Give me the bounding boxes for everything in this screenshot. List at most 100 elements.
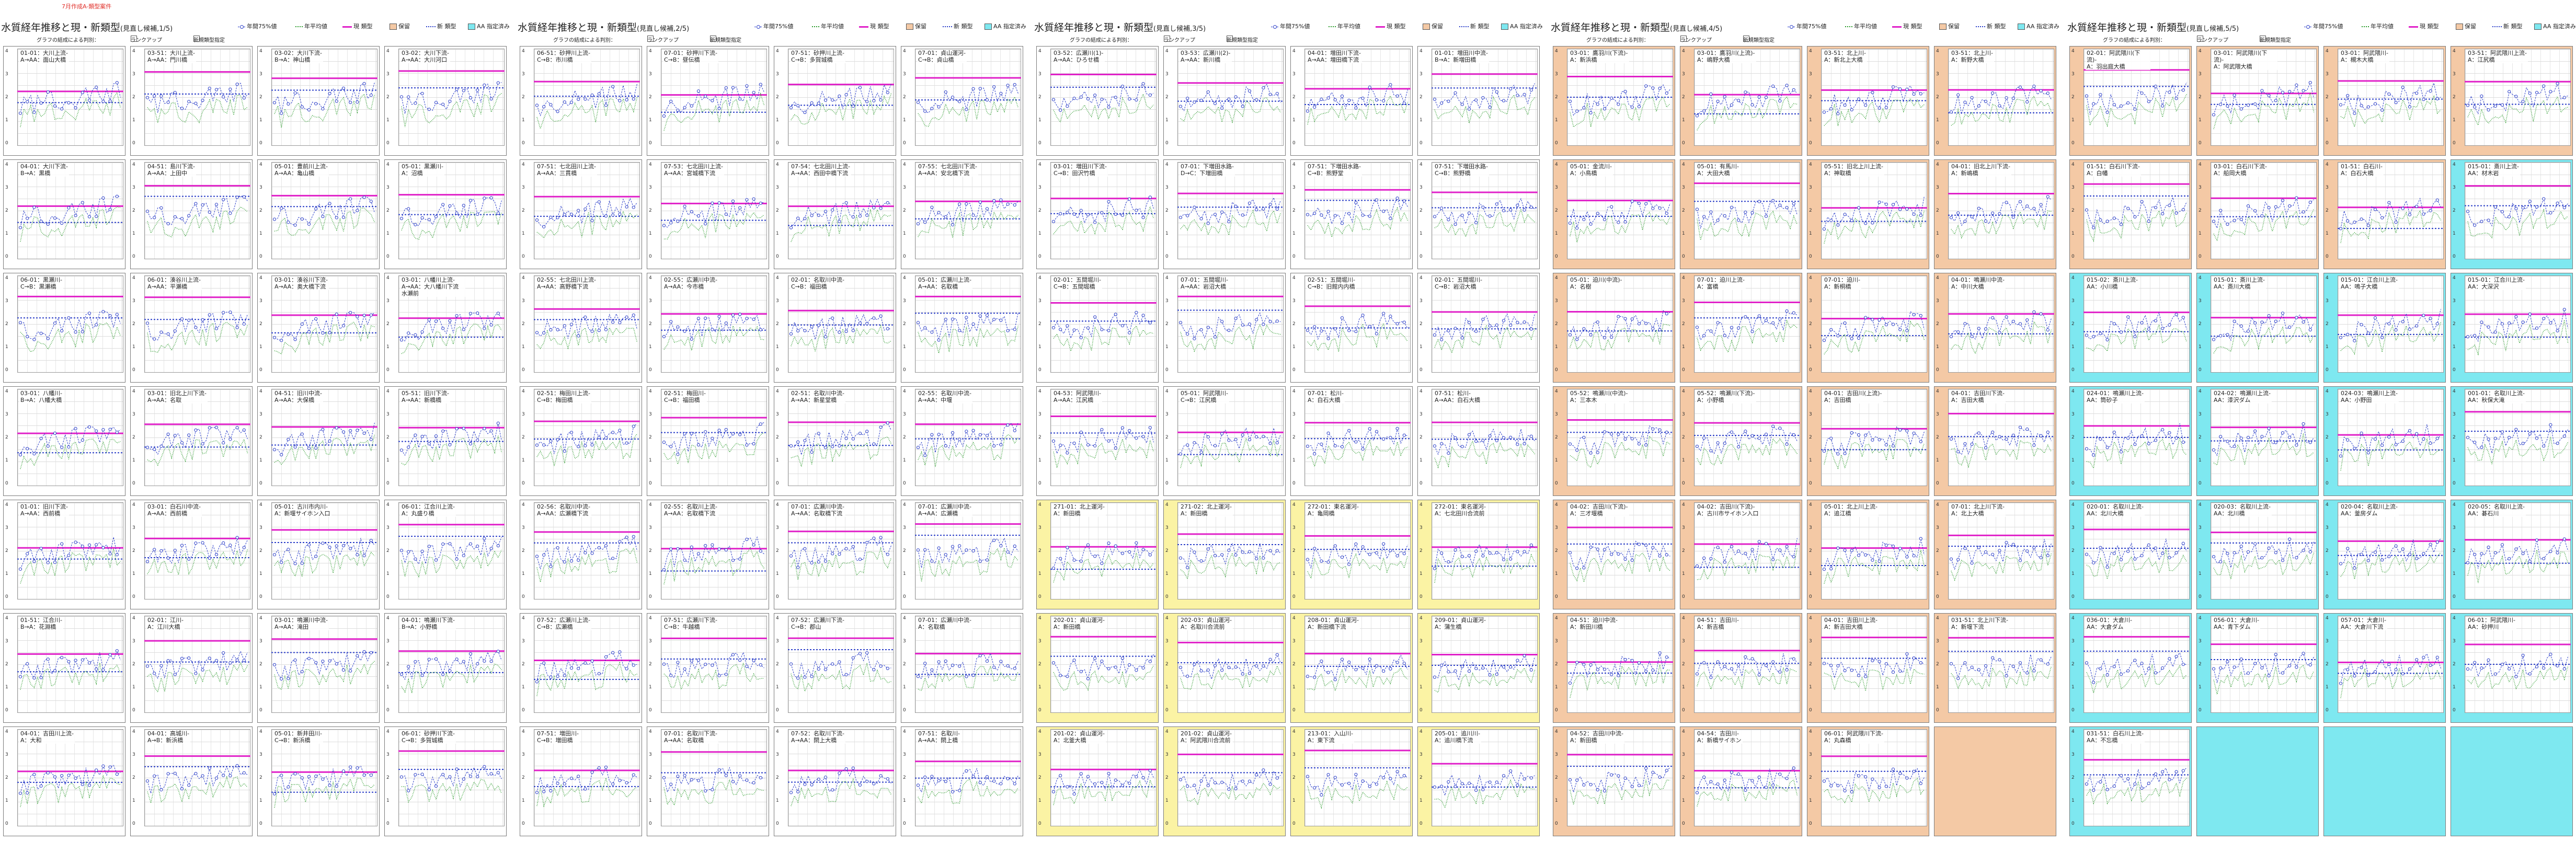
- avg-series-line: [20, 91, 121, 128]
- p75-point: [1495, 780, 1498, 784]
- y-tick-label: 3: [2071, 72, 2075, 77]
- line-series-plot: [398, 750, 505, 804]
- p75-point: [194, 541, 198, 545]
- p75-point: [1891, 767, 1895, 771]
- avg-series-line: [2340, 438, 2441, 471]
- p75-point: [1128, 781, 1131, 785]
- p75-point: [717, 315, 721, 318]
- y-tick-label: 3: [2453, 298, 2456, 304]
- p75-series-line: [1570, 767, 1670, 793]
- toolbar-t3[interactable]: 新規類型指定: [1227, 36, 1258, 43]
- checkbox-icon[interactable]: [1680, 36, 1687, 42]
- p75-point: [1382, 776, 1386, 780]
- p75-point: [1013, 666, 1016, 670]
- p75-point: [1227, 220, 1231, 224]
- p75-point: [2025, 318, 2029, 322]
- panel-label: 07-51：松川- A→AA：白石大橋: [1434, 390, 1482, 403]
- p75-point: [1186, 785, 1189, 788]
- p75-point: [1617, 552, 1620, 556]
- legend-label-cur: 現 類型: [353, 23, 373, 30]
- toolbar-t2[interactable]: ランクアップ: [647, 36, 679, 43]
- y-tick-label: 1: [1165, 458, 1169, 463]
- p75-point: [872, 316, 876, 320]
- p75-point: [1206, 547, 1210, 551]
- y-tick-label: 4: [649, 729, 652, 734]
- p75-point: [2281, 199, 2285, 202]
- p75-series-line: [1824, 311, 1925, 341]
- p75-point: [2246, 204, 2250, 208]
- checkbox-icon[interactable]: [710, 36, 716, 42]
- y-tick-label: 4: [2326, 162, 2329, 167]
- plot-area: [534, 389, 640, 486]
- p75-point: [577, 558, 580, 562]
- chart-panel: 4 3 2 1 0 03-51：北上川- A：新野大橋: [1934, 46, 2056, 156]
- toolbar-t2[interactable]: ランクアップ: [2197, 36, 2228, 43]
- legend-item-avg: 年平均値: [812, 22, 844, 30]
- toolbar-t3[interactable]: 新規類型指定: [710, 36, 741, 43]
- y-tick-label: 1: [776, 685, 779, 690]
- p75-point: [1213, 335, 1217, 339]
- y-tick-label: 4: [1809, 162, 1812, 167]
- p75-point: [1919, 661, 1922, 665]
- y-tick-label: 1: [2453, 685, 2456, 690]
- line-series-plot: [534, 531, 640, 582]
- p75-point: [916, 783, 920, 787]
- chart-panel: 4 3 2 1 0 07-51：名取川- A→AA：閖上橋: [901, 726, 1023, 836]
- toolbar-t2[interactable]: ランクアップ: [1164, 36, 1195, 43]
- toolbar-t2[interactable]: ランクアップ: [131, 36, 162, 43]
- panel-label: 02-51：梅田川- C→B：福田橋: [663, 390, 707, 403]
- p75-point: [2493, 672, 2497, 676]
- p75-point: [2508, 557, 2511, 561]
- p75-point: [2161, 551, 2165, 555]
- p75-point: [1241, 550, 1244, 554]
- chart-panel: 4 3 2 1 0 07-01：迫川上流- A：富橋: [1680, 273, 1802, 383]
- p75-point: [1306, 675, 1310, 678]
- plot-area: [2338, 389, 2444, 486]
- checkbox-icon[interactable]: [2197, 36, 2203, 42]
- p75-point: [1502, 558, 1506, 561]
- toolbar-t3[interactable]: 新規類型指定: [1743, 36, 1774, 43]
- p75-point: [1206, 783, 1210, 788]
- y-tick-label: 1: [1038, 458, 1041, 463]
- p75-point: [1516, 550, 1519, 553]
- p75-point: [2535, 538, 2539, 542]
- checkbox-icon[interactable]: [1743, 36, 1749, 42]
- y-tick-label: 3: [1419, 412, 1423, 417]
- y-tick-label: 2: [522, 321, 525, 327]
- y-tick-label: 3: [132, 298, 135, 304]
- p75-point: [1850, 431, 1853, 435]
- checkbox-icon[interactable]: [1227, 36, 1233, 42]
- p75-point: [2239, 545, 2243, 548]
- checkbox-icon[interactable]: [193, 36, 200, 42]
- y-tick-label: 2: [2071, 95, 2075, 100]
- plot-area: [661, 389, 767, 486]
- checkbox-icon[interactable]: [2260, 36, 2266, 42]
- toolbar-t3[interactable]: 新規類型指定: [2260, 36, 2291, 43]
- line-series-plot: [1304, 749, 1411, 809]
- chart-panel: 4 3 2 1 0 07-01：広瀬川中流- A→AA：広瀬橋: [901, 500, 1023, 609]
- p75-point: [1771, 199, 1775, 203]
- p75-point: [1502, 665, 1506, 669]
- toolbar-t2[interactable]: ランクアップ: [1680, 36, 1712, 43]
- p75-point: [1970, 215, 1974, 218]
- checkbox-icon[interactable]: [131, 36, 137, 42]
- p75-point: [1361, 97, 1365, 100]
- y-tick-label: 2: [2453, 662, 2456, 667]
- y-tick-label: 4: [132, 729, 135, 734]
- y-tick-label: 3: [1292, 412, 1296, 417]
- p75-series-line: [274, 82, 375, 113]
- p75-point: [496, 211, 500, 215]
- y-tick-label: 3: [1419, 525, 1423, 530]
- p75-point: [669, 782, 673, 786]
- p75-point: [2556, 551, 2559, 555]
- checkbox-icon[interactable]: [1164, 36, 1170, 42]
- y-tick-label: 1: [2071, 344, 2075, 350]
- p75-point: [577, 775, 580, 778]
- y-tick-label: 3: [1682, 72, 1685, 77]
- chart-panel: 4 3 2 1 0 07-53：七北田川上流- A→AA：宮城橋下流: [647, 159, 769, 269]
- y-tick-label: 4: [1555, 502, 1558, 507]
- p75-point: [1991, 91, 1995, 95]
- toolbar-t3[interactable]: 新規類型指定: [193, 36, 225, 43]
- chart-panel: 4 3 2 1 0 04-51：迫川中流- A：新田川橋: [1553, 613, 1675, 723]
- checkbox-icon[interactable]: [647, 36, 654, 42]
